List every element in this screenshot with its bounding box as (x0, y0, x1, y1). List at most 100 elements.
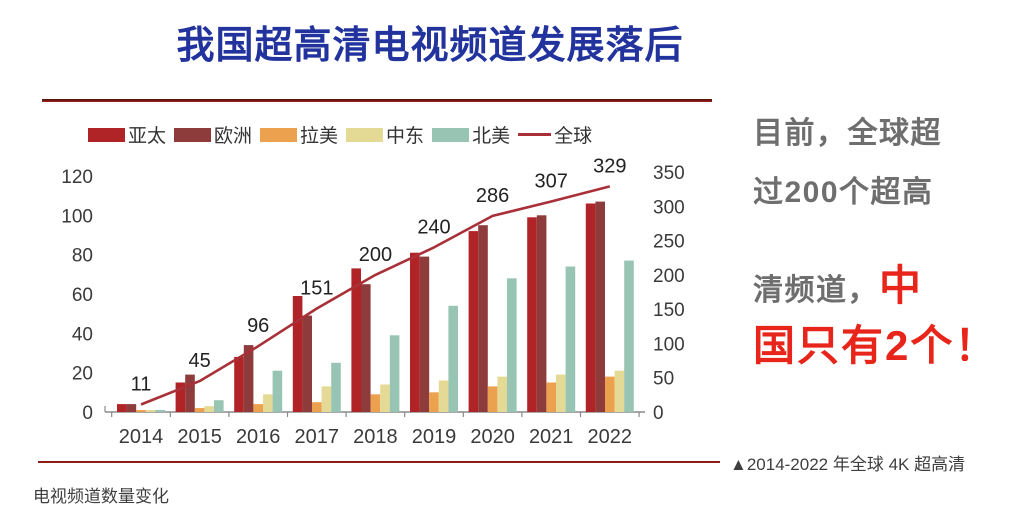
legend-label-me: 中东 (386, 126, 425, 147)
right-axis-tick-label: 100 (653, 334, 685, 355)
bar-eu-2019 (419, 256, 430, 412)
side-note-line-3: 清频道，中 (753, 252, 923, 313)
bar-ap-2017 (292, 296, 303, 412)
legend-swatch-global (518, 133, 552, 136)
bar-la-2022 (605, 376, 615, 412)
legend-swatch-na (432, 127, 470, 142)
line-value-label-2017: 151 (300, 278, 333, 300)
bar-me-2014 (145, 410, 156, 412)
chart-caption-line2: 电视频道数量变化 (33, 487, 169, 506)
bar-na-2022 (624, 260, 634, 412)
bar-eu-2022 (595, 201, 605, 412)
bar-eu-2017 (302, 315, 312, 412)
bar-la-2020 (487, 386, 498, 412)
bar-na-2018 (389, 335, 400, 412)
left-axis-tick-label: 20 (72, 364, 93, 385)
bar-me-2021 (556, 374, 566, 412)
legend-swatch-eu (174, 127, 212, 142)
bar-eu-2014 (126, 404, 137, 412)
legend-label-global: 全球 (554, 126, 593, 147)
right-axis-tick-label: 250 (653, 232, 685, 253)
legend-label-eu: 欧洲 (214, 126, 253, 147)
bar-la-2014 (136, 410, 146, 412)
x-axis-label-2014: 2014 (119, 426, 164, 448)
bar-eu-2020 (478, 225, 488, 412)
side-note-text: 国只有2个！ (753, 322, 999, 369)
global-line (140, 185, 611, 406)
line-value-label-2014: 11 (131, 374, 152, 396)
left-axis-tick-label: 80 (72, 246, 93, 267)
bar-ap-2014 (117, 404, 127, 412)
bar-na-2014 (155, 410, 165, 412)
bar-ap-2019 (410, 252, 420, 412)
left-axis-tick-label: 120 (61, 167, 93, 188)
bar-me-2015 (204, 406, 214, 412)
legend-item-me: 中东 (346, 121, 424, 148)
bar-me-2019 (438, 380, 449, 412)
bar-me-2018 (380, 384, 390, 412)
combo-chart: 0 20 40 60 80 100 120 0 50 100 150 200 250 300 350 11 45… (35, 150, 695, 455)
x-axis-label-2016: 2016 (236, 426, 281, 448)
left-axis-tick-label: 40 (72, 324, 93, 345)
line-value-label-2021: 307 (535, 171, 568, 193)
left-axis-tick-label: 60 (72, 285, 93, 306)
bar-me-2020 (497, 376, 507, 412)
bar-ap-2018 (351, 268, 361, 412)
right-axis-tick-label: 350 (653, 163, 685, 184)
bar-la-2019 (429, 392, 439, 412)
x-axis-label-2021: 2021 (529, 426, 574, 448)
line-value-label-2019: 240 (417, 216, 450, 238)
side-note-line-1: 目前，全球超 (753, 108, 942, 152)
chart-canvas: 0 20 40 60 80 100 120 0 50 100 150 200 250 300 350 11 45… (61, 155, 685, 448)
legend-label-na: 北美 (472, 126, 511, 147)
right-axis-tick-label: 150 (653, 300, 685, 321)
bar-la-2021 (546, 382, 556, 412)
x-axis-label-2020: 2020 (470, 426, 514, 448)
chart-legend: 亚太 欧洲 拉美 中东 北美 全球 (88, 121, 592, 148)
bar-me-2017 (321, 386, 332, 412)
bar-me-2022 (614, 370, 625, 412)
bar-na-2016 (272, 370, 283, 412)
bar-la-2015 (194, 408, 205, 412)
left-axis-tick-label: 100 (61, 206, 93, 227)
bottom-divider (38, 461, 720, 463)
side-note-line-2: 过200个超高 (753, 167, 934, 211)
right-axis-tick-label: 50 (653, 369, 674, 390)
right-axis-tick-label: 300 (653, 197, 685, 218)
line-value-label-2022: 329 (593, 155, 626, 177)
bar-eu-2021 (536, 215, 547, 412)
bar-ap-2015 (175, 382, 186, 412)
legend-item-na: 北美 (432, 121, 510, 148)
bar-la-2017 (312, 402, 322, 412)
line-value-label-2020: 286 (476, 185, 509, 207)
bar-na-2021 (565, 266, 576, 412)
side-note-text: 过200个超高 (753, 176, 934, 209)
bar-na-2017 (331, 362, 341, 412)
side-note-text: 中 (879, 262, 924, 309)
bar-na-2019 (448, 305, 458, 412)
legend-swatch-me (346, 127, 384, 142)
side-note-line-4: 国只有2个！ (753, 312, 998, 373)
line-value-label-2018: 200 (359, 244, 392, 266)
x-axis-label-2022: 2022 (588, 426, 633, 448)
x-axis-label-2017: 2017 (295, 426, 340, 448)
bar-la-2016 (253, 404, 263, 412)
bar-na-2020 (507, 278, 517, 412)
right-axis-tick-label: 0 (653, 403, 664, 424)
bar-ap-2021 (527, 217, 537, 412)
bar-ap-2020 (468, 231, 479, 412)
bar-na-2015 (214, 400, 224, 412)
legend-swatch-ap (88, 127, 125, 142)
bar-eu-2016 (243, 345, 254, 412)
page-title: 我国超高清电视频道发展落后 (176, 25, 684, 67)
legend-item-la: 拉美 (260, 121, 338, 148)
legend-label-la: 拉美 (300, 126, 339, 147)
bar-la-2018 (370, 394, 381, 412)
x-axis-label-2019: 2019 (412, 426, 457, 448)
left-axis-tick-label: 0 (82, 403, 93, 424)
line-value-label-2016: 96 (247, 315, 269, 337)
bar-eu-2018 (361, 284, 371, 412)
side-note-text: 目前，全球超 (753, 117, 942, 150)
bar-ap-2016 (234, 356, 244, 412)
